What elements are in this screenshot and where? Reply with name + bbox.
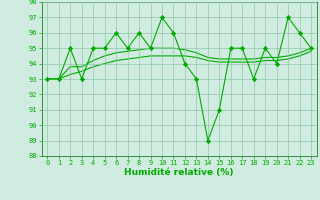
X-axis label: Humidité relative (%): Humidité relative (%) <box>124 168 234 177</box>
